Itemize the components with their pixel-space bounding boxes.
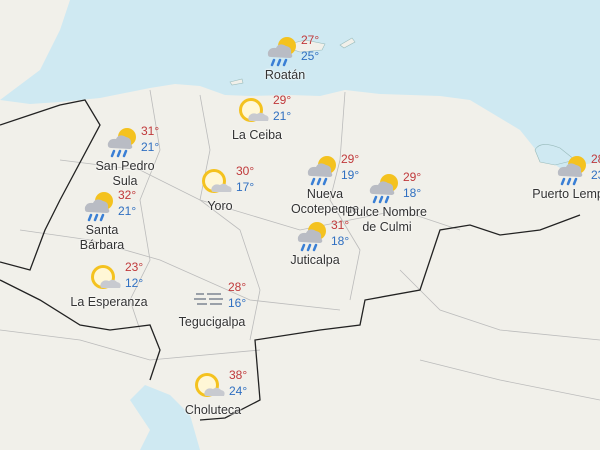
high-temp: 29°: [273, 93, 292, 107]
lagoon: [534, 144, 576, 166]
city-name: Juticalpa: [290, 253, 340, 267]
high-temp: 30°: [236, 164, 255, 178]
low-temp: 18°: [403, 186, 422, 200]
low-temp: 16°: [228, 296, 247, 310]
island: [229, 78, 244, 86]
city-marker[interactable]: 29° 21° La Ceiba: [232, 93, 357, 175]
high-temp: 23°: [125, 260, 144, 274]
city-marker[interactable]: 28° 16° Tegucigalpa: [179, 280, 312, 362]
partly-cloudy-rain-icon: [295, 220, 331, 252]
partly-cloudy-icon: [237, 95, 273, 127]
city-marker[interactable]: 31° 21° San Pedro Sula: [95, 124, 225, 206]
partly-cloudy-icon: [89, 262, 125, 294]
city-name: Dulce Nombre de Culmi: [347, 205, 427, 234]
high-temp: 31°: [141, 124, 160, 138]
low-temp: 21°: [273, 109, 292, 123]
high-temp: 29°: [341, 152, 360, 166]
low-temp: 12°: [125, 276, 144, 290]
partly-cloudy-rain-icon: [555, 154, 591, 186]
city-name: Puerto Lempira: [532, 187, 600, 201]
partly-cloudy-rain-icon: [305, 154, 341, 186]
high-temp: 29°: [403, 170, 422, 184]
high-temp: 28°: [591, 152, 600, 166]
high-temp: 31°: [331, 218, 350, 232]
city-marker[interactable]: 30° 17° Yoro: [200, 164, 320, 246]
high-temp: 27°: [301, 33, 320, 47]
city-marker[interactable]: 38° 24° Choluteca: [185, 368, 313, 450]
partly-cloudy-rain-icon: [105, 126, 141, 158]
low-temp: 25°: [301, 49, 320, 63]
city-name: Yoro: [207, 199, 233, 213]
city-name: San Pedro Sula: [95, 159, 155, 188]
island: [339, 37, 356, 49]
city-marker[interactable]: 23° 12° La Esperanza: [70, 260, 209, 342]
city-name: Nueva Ocotepeque: [290, 187, 360, 216]
high-temp: 32°: [118, 188, 137, 202]
low-temp: 18°: [331, 234, 350, 248]
city-marker[interactable]: 27° 25° Roatán: [265, 33, 385, 115]
city-marker[interactable]: 32° 21° Santa Bárbara: [80, 188, 202, 270]
city-name: Tegucigalpa: [178, 315, 246, 329]
low-temp: 17°: [236, 180, 255, 194]
city-marker[interactable]: 31° 18° Juticalpa: [290, 218, 415, 300]
low-temp: 23°: [591, 168, 600, 182]
land: [0, 0, 70, 100]
city-marker[interactable]: 29° 18° Dulce Nombre de Culmi: [347, 170, 487, 252]
city-name: Choluteca: [184, 403, 242, 417]
city-name: Santa Bárbara: [79, 223, 125, 252]
high-temp: 28°: [228, 280, 247, 294]
fog-icon: [192, 282, 228, 314]
city-marker[interactable]: 28° 23° Puerto Lempira: [532, 152, 600, 234]
partly-cloudy-rain-icon: [265, 35, 301, 67]
low-temp: 21°: [118, 204, 137, 218]
high-temp: 38°: [229, 368, 248, 382]
low-temp: 21°: [141, 140, 160, 154]
city-marker[interactable]: 29° 19° Nueva Ocotepeque: [291, 152, 425, 234]
partly-cloudy-icon: [193, 370, 229, 402]
city-name: Roatán: [264, 68, 306, 82]
partly-cloudy-rain-icon: [367, 172, 403, 204]
partly-cloudy-rain-icon: [82, 190, 118, 222]
low-temp: 24°: [229, 384, 248, 398]
city-name: La Ceiba: [231, 128, 283, 142]
country-borders: [0, 99, 581, 421]
partly-cloudy-icon: [200, 166, 236, 198]
city-name: La Esperanza: [70, 295, 148, 309]
low-temp: 19°: [341, 168, 360, 182]
